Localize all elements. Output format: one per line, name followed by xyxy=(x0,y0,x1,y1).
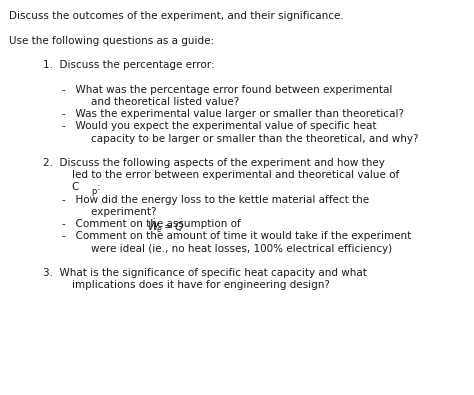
Text: -   Comment on the assumption of: - Comment on the assumption of xyxy=(62,219,244,229)
Text: -   Was the experimental value larger or smaller than theoretical?: - Was the experimental value larger or s… xyxy=(62,109,404,119)
Text: C: C xyxy=(59,182,80,192)
Text: -   Would you expect the experimental value of specific heat: - Would you expect the experimental valu… xyxy=(62,121,376,131)
Text: $\dot{W}_{\!e} = \dot{Q}$: $\dot{W}_{\!e} = \dot{Q}$ xyxy=(147,218,185,235)
Text: -   Comment on the amount of time it would take if the experiment: - Comment on the amount of time it would… xyxy=(62,231,411,241)
Text: were ideal (ie., no heat losses, 100% electrical efficiency): were ideal (ie., no heat losses, 100% el… xyxy=(78,244,392,254)
Text: 2.  Discuss the following aspects of the experiment and how they: 2. Discuss the following aspects of the … xyxy=(43,158,384,168)
Text: 1.  Discuss the percentage error:: 1. Discuss the percentage error: xyxy=(43,60,214,70)
Text: led to the error between experimental and theoretical value of: led to the error between experimental an… xyxy=(59,170,400,180)
Text: :: : xyxy=(97,182,101,192)
Text: and theoretical listed value?: and theoretical listed value? xyxy=(78,97,239,107)
Text: Use the following questions as a guide:: Use the following questions as a guide: xyxy=(9,36,214,45)
Text: -   How did the energy loss to the kettle material affect the: - How did the energy loss to the kettle … xyxy=(62,195,369,205)
Text: experiment?: experiment? xyxy=(78,207,157,217)
Text: p: p xyxy=(91,187,97,196)
Text: -   What was the percentage error found between experimental: - What was the percentage error found be… xyxy=(62,85,392,94)
Text: Discuss the outcomes of the experiment, and their significance.: Discuss the outcomes of the experiment, … xyxy=(9,11,343,21)
Text: implications does it have for engineering design?: implications does it have for engineerin… xyxy=(59,280,330,290)
Text: 3.  What is the significance of specific heat capacity and what: 3. What is the significance of specific … xyxy=(43,268,366,278)
Text: capacity to be larger or smaller than the theoretical, and why?: capacity to be larger or smaller than th… xyxy=(78,134,419,143)
